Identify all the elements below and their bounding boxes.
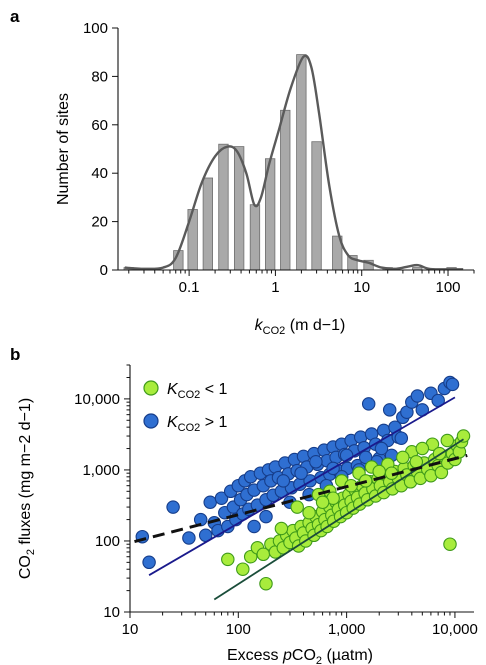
point-s0-68 [434,465,449,480]
point-s1-95 [394,431,409,445]
x-axis-label-b: Excess pCO2 (µatm) [227,647,373,665]
point-s0-90 [274,521,289,536]
legend-label-1: KCO2 > 1 [167,414,228,434]
legend-label-1-main: K [167,414,179,431]
y-tick-label-b-1: 100 [95,533,120,550]
bar-4 [218,143,229,271]
point-s0-1 [236,562,250,576]
legend-label-0-main: K [167,381,179,398]
x-tick-label-a-0: 0.1 [179,279,200,296]
x-axis-label-b-main: Excess [227,647,283,664]
legend-label-1-cond: > 1 [200,414,227,431]
x-axis-label-a: kCO2 (m d−1) [255,317,346,337]
point-s1-94 [374,441,389,456]
panel-label-a: a [10,7,20,26]
point-s1-90 [309,455,323,469]
y-axis-label-b-sub: 2 [25,549,37,555]
legend-label-1-sub: CO2 [178,422,201,434]
point-s1-71 [410,389,425,403]
point-s0-91 [302,505,316,520]
fit-line-1 [213,438,464,601]
y-tick-label-b-2: 1,000 [82,462,120,479]
x-tick-label-b-2: 1,000 [328,621,366,638]
point-s0-87 [396,450,410,465]
y-tick-label-a-4: 80 [91,68,108,85]
bar-8 [280,109,291,271]
y-axis-label-b-rest: fluxes (mg m−2 d−1) [17,398,34,549]
point-s0-83 [290,500,304,514]
x-axis-label-b-sub: 2 [316,655,322,665]
point-s1-77 [445,377,460,392]
x-axis-label-b-italic: p [282,647,292,664]
x-tick-label-a-1: 1 [271,279,279,296]
point-s0-0 [221,552,235,567]
density-curve [124,54,464,271]
point-s1-81 [247,519,261,534]
fit-line-0 [148,396,456,576]
y-tick-label-b-0: 10 [103,604,120,621]
point-s1-3 [182,531,196,545]
x-axis-label-b-unit: (µatm) [322,647,373,664]
legend-label-0: KCO2 < 1 [167,381,228,401]
point-s1-6 [203,495,217,510]
legend-label-0-sub: CO2 [178,389,201,401]
point-s0-89 [440,433,455,448]
point-s1-78 [361,397,376,411]
point-s1-88 [276,474,291,488]
x-axis-label-a-sub: CO2 [263,325,286,337]
y-tick-label-a-5: 100 [83,20,108,37]
panel-a: a 0 20 40 60 80 100 0.1 1 10 100 kCO2 (m d−1) Number… [10,7,475,337]
y-tick-label-a-1: 20 [91,214,108,231]
y-axis-label-a: Number of sites [55,93,72,205]
bar-9 [296,54,307,271]
point-s0-2 [243,549,258,564]
x-axis-label-a-main: k [255,317,264,334]
y-axis-label-b-main: CO [17,555,34,579]
x-tick-label-b-0: 10 [122,621,139,638]
bar-3 [202,177,214,271]
x-tick-label-b-1: 100 [226,621,251,638]
x-axis-label-b-rest: CO [292,647,316,664]
point-s1-1 [142,555,156,570]
point-s1-93 [358,450,373,465]
legend-marker-1 [143,413,159,429]
point-s1-9 [214,491,229,505]
x-axis-label-a-rest: (m d−1) [285,317,345,334]
bar-10 [311,141,322,271]
point-s0-97 [315,495,330,510]
y-tick-label-a-3: 60 [91,117,108,134]
point-s0-88 [415,441,430,456]
point-s1-89 [294,466,308,480]
panel-label-b: b [10,345,20,364]
y-tick-label-a-2: 40 [91,165,108,182]
point-s0-77 [456,429,471,443]
legend-marker-0 [143,380,159,396]
fit-line-2 [134,453,468,544]
y-tick-label-b-3: 10,000 [74,391,120,408]
point-s0-71 [443,537,457,551]
x-tick-label-a-2: 10 [353,279,370,296]
x-tick-label-b-3: 10,000 [432,621,478,638]
y-axis-label-b: CO2 fluxes (mg m−2 d−1) [17,398,37,579]
point-s1-80 [259,509,273,524]
point-s0-5 [259,576,273,591]
y-tick-label-a-0: 0 [100,262,108,279]
point-s1-79 [382,403,397,417]
legend-label-0-cond: < 1 [200,381,227,398]
bar-6 [249,204,261,271]
point-s1-2 [166,500,180,514]
x-tick-label-a-3: 100 [436,279,461,296]
